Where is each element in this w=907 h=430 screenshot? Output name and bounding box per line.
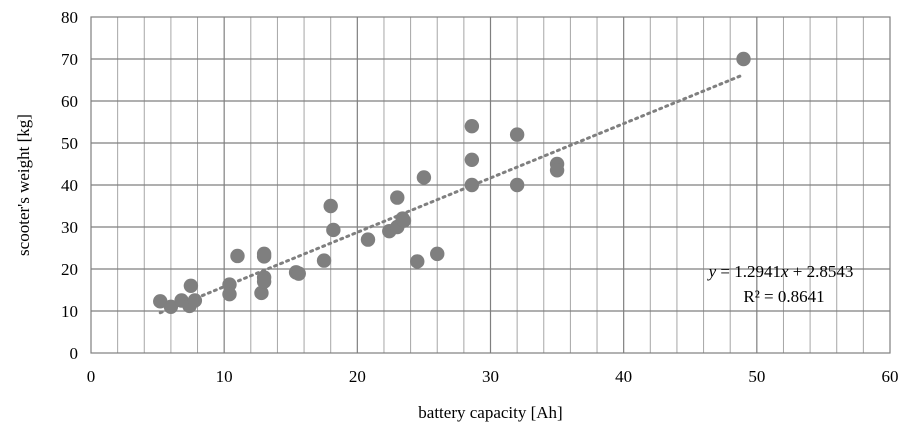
x-axis-label: battery capacity [Ah] — [418, 403, 562, 422]
x-tick-label: 20 — [349, 367, 366, 386]
y-tick-label: 80 — [61, 8, 78, 27]
x-tick-label: 10 — [216, 367, 233, 386]
y-tick-label: 40 — [61, 176, 78, 195]
data-point — [153, 294, 168, 309]
y-tick-label: 20 — [61, 260, 78, 279]
data-point — [222, 287, 237, 302]
data-point — [291, 266, 306, 281]
x-tick-label: 40 — [615, 367, 632, 386]
x-tick-label: 50 — [748, 367, 765, 386]
y-tick-label: 50 — [61, 134, 78, 153]
data-point — [360, 232, 376, 247]
y-tick-label: 30 — [61, 218, 78, 237]
x-axis-ticks: 0 10 20 30 40 50 60 — [87, 367, 899, 386]
data-point — [509, 127, 525, 142]
plot-area-border — [90, 16, 891, 354]
data-point — [183, 278, 199, 293]
y-axis-label: scooter's weight [kg] — [14, 114, 33, 256]
data-point — [390, 190, 405, 205]
y-tick-label: 10 — [61, 302, 78, 321]
trendline — [158, 73, 746, 315]
data-point — [509, 177, 525, 193]
x-tick-label: 60 — [882, 367, 899, 386]
y-tick-label: 70 — [61, 50, 78, 69]
data-point — [323, 198, 338, 214]
data-point — [416, 170, 432, 185]
x-tick-label: 0 — [87, 367, 96, 386]
data-point — [256, 274, 272, 289]
trendline-equation: y = 1.2941x + 2.8543 — [707, 262, 854, 281]
x-tick-label: 30 — [482, 367, 499, 386]
data-point — [163, 299, 179, 314]
trendline-r-squared: R² = 0.8641 — [743, 287, 824, 306]
y-axis-ticks: 0 10 20 30 40 50 60 70 80 — [61, 8, 78, 363]
data-point — [464, 177, 480, 193]
data-point — [256, 246, 272, 262]
data-point — [464, 152, 480, 167]
data-point — [396, 213, 412, 228]
data-point — [464, 119, 480, 134]
y-tick-label: 0 — [70, 344, 79, 363]
data-point — [316, 253, 332, 268]
data-point — [254, 285, 269, 301]
major-gridlines — [91, 17, 890, 353]
data-point — [326, 222, 341, 238]
data-point — [549, 163, 565, 178]
data-point — [430, 246, 445, 262]
data-point — [230, 248, 245, 264]
data-point — [187, 293, 203, 308]
y-tick-label: 60 — [61, 92, 78, 111]
data-point — [410, 254, 425, 269]
data-point — [736, 51, 751, 67]
data-points — [153, 51, 751, 314]
